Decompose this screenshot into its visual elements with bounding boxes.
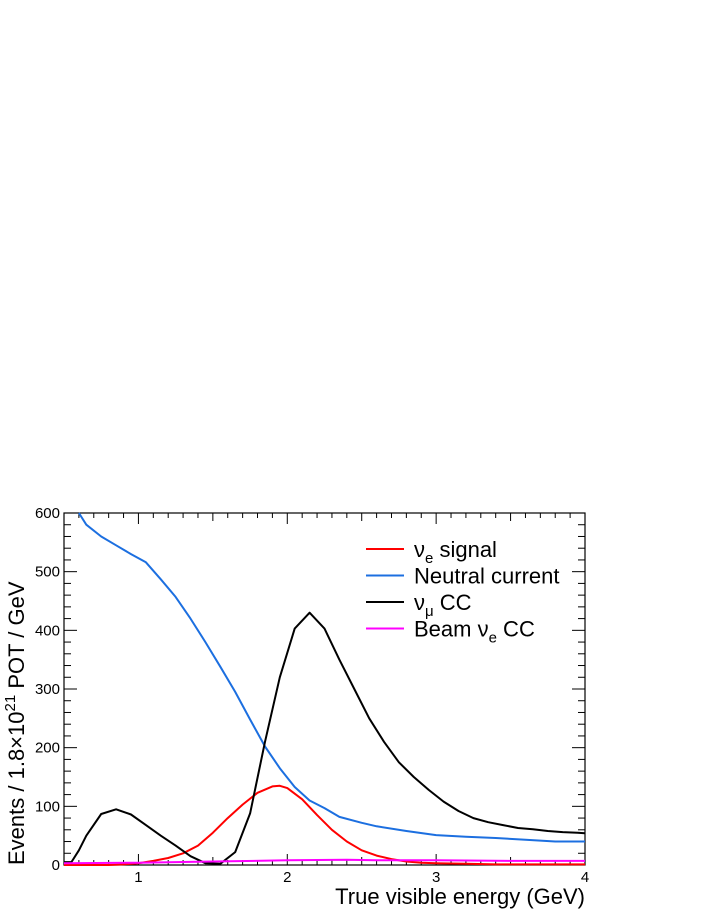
y-axis-title: Events / 1.8×1021 POT / GeV (2, 581, 29, 865)
axis-ticks: 1 2 3 4 0 100 200 300 400 500 600 (35, 505, 589, 886)
y-tick-label: 0 (52, 857, 60, 874)
legend-label-rest: signal (433, 537, 497, 562)
series-curves (63, 512, 586, 866)
y-tick-label: 200 (35, 740, 60, 757)
series-line-beamnue (63, 858, 585, 865)
legend-label-beamnue: Beam νe CC (414, 617, 535, 647)
y-tick-label: 400 (35, 622, 60, 639)
legend-label-base: Beam ν (414, 617, 489, 642)
x-tick-label: 1 (134, 869, 142, 886)
y-axis-title-suffix: POT / GeV (4, 581, 29, 695)
legend-label-rest: CC (434, 590, 472, 615)
y-tick-label: 500 (35, 564, 60, 581)
legend-label-subscript: e (425, 550, 433, 567)
x-axis-title: True visible energy (GeV) (335, 884, 585, 909)
legend-label-base: ν (414, 590, 425, 615)
legend-label-nc: Neutral current (414, 564, 560, 589)
x-tick-label: 2 (283, 869, 291, 886)
legend-label-base: ν (414, 537, 425, 562)
legend-label-subscript: μ (425, 603, 434, 620)
y-tick-label: 600 (35, 505, 60, 522)
x-tick-label: 4 (581, 869, 589, 886)
legend-label-base: Neutral current (414, 564, 560, 589)
series-line-numu (64, 611, 586, 865)
y-axis-title-times: × (4, 736, 29, 749)
legend-label-numu: νμ CC (414, 590, 472, 620)
y-axis-title-exponent: 21 (2, 695, 19, 712)
legend-label-nue: νe signal (414, 537, 497, 567)
legend-label-rest: CC (497, 617, 535, 642)
y-axis-title-prefix: Events / 1.8 (4, 749, 29, 865)
y-tick-label: 100 (35, 798, 60, 815)
y-tick-label: 300 (35, 681, 60, 698)
legend-label-subscript: e (489, 630, 497, 647)
y-axis-title-base: 10 (4, 711, 29, 735)
series-line-nc (78, 512, 585, 843)
x-tick-label: 3 (432, 869, 440, 886)
